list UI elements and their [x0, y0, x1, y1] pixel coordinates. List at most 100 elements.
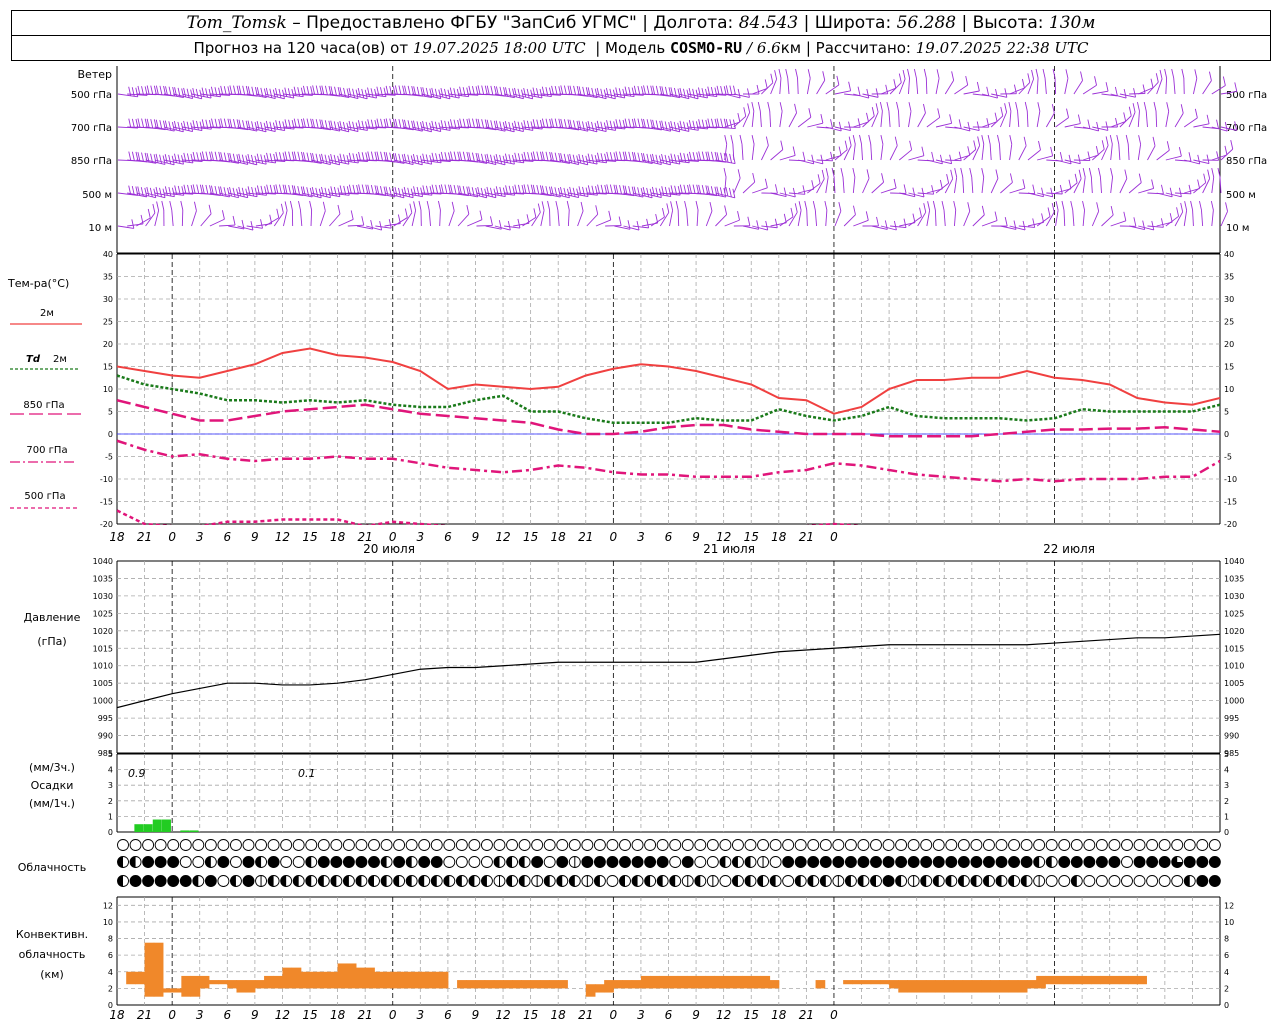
wind-barb-feather: [1155, 73, 1159, 83]
wind-barb-feather: [848, 81, 852, 91]
wind-barb-feather: [655, 187, 659, 197]
convective-bar: [355, 967, 366, 989]
wind-barb-feather: [785, 68, 789, 79]
wind-barb-feather: [177, 154, 181, 164]
wind-barb-feather: [288, 184, 292, 195]
wind-barb: [678, 93, 699, 100]
wind-barb-feather: [804, 200, 808, 211]
wind-barb-feather: [668, 187, 672, 197]
cloud-fill-overcast: [883, 856, 895, 868]
wind-barb-feather: [437, 200, 441, 211]
wind-barb-feather: [572, 120, 576, 130]
wind-barb-feather: [328, 85, 332, 96]
wind-barb-feather: [499, 86, 503, 96]
wind-barb-feather: [582, 86, 586, 96]
wind-barb-feather: [655, 85, 659, 95]
wind-barb-feather: [214, 185, 218, 196]
cloud-fill-overcast: [807, 856, 819, 868]
wind-barb-feather: [716, 152, 720, 162]
wind-barb-feather: [559, 186, 563, 197]
cloud-symbol: [656, 839, 669, 851]
wind-barb: [595, 93, 616, 100]
pressure-tick-left: 1015: [93, 644, 113, 653]
cloud-fill-overcast: [531, 856, 543, 868]
cloud-symbol: [167, 839, 180, 851]
wind-barb: [1119, 115, 1132, 128]
wind-barb: [246, 93, 267, 98]
wind-barb-feather: [517, 88, 521, 98]
cloud-fill-half: [506, 875, 513, 887]
wind-barb: [1192, 78, 1198, 95]
wind-barb: [1147, 81, 1159, 95]
wind-barb-feather: [1078, 169, 1082, 179]
wind-barb: [412, 159, 432, 165]
precip-tick-right: 0: [1224, 828, 1229, 837]
wind-barb: [825, 84, 840, 95]
wind-barb-feather: [144, 118, 148, 128]
wind-barb: [1138, 225, 1154, 231]
wind-barb-feather: [453, 184, 457, 195]
hour-label-bottom: 0: [389, 1008, 397, 1022]
wind-barb-feather: [960, 167, 964, 178]
cloud-fill-overcast: [1058, 856, 1070, 868]
wind-barb: [677, 209, 680, 227]
wind-barb-feather: [995, 88, 998, 99]
convective-bar: [420, 971, 431, 989]
wind-barb: [807, 159, 824, 165]
wind-barb: [237, 225, 254, 231]
wind-barb-feather: [183, 87, 187, 98]
wind-barb-feather: [958, 119, 962, 129]
wind-barb-feather: [370, 88, 374, 98]
cloud-fill-half: [757, 875, 764, 887]
hour-label-bottom: 21: [799, 1008, 814, 1022]
wind-barb-feather: [196, 152, 200, 162]
wind-barb: [733, 93, 750, 98]
cloud-fill-overcast: [1196, 856, 1208, 868]
wind-barb-feather: [709, 201, 713, 212]
pressure-tick-left: 990: [98, 732, 113, 741]
wind-barb-feather: [637, 152, 641, 162]
wind-barb-feather: [164, 120, 168, 130]
cloud-fill-overcast: [1196, 875, 1208, 887]
wind-barb: [117, 93, 138, 98]
wind-barb: [915, 78, 919, 95]
wind-barb-feather: [1216, 119, 1219, 129]
wind-barb-feather: [659, 120, 663, 131]
wind-barb-feather: [523, 184, 527, 194]
wind-barb-feather: [606, 151, 610, 162]
wind-barb: [557, 210, 560, 227]
wind-barb: [356, 126, 377, 130]
wind-barb-feather: [1088, 167, 1092, 178]
wind-barb-feather: [241, 187, 245, 197]
wind-barb: [669, 126, 690, 132]
wind-barb: [439, 126, 460, 130]
cloud-fill-half: [996, 875, 1002, 887]
wind-barb-feather: [388, 219, 392, 229]
wind-barb: [467, 159, 488, 164]
wind-barb-feather: [536, 88, 539, 98]
convective-bar: [953, 980, 964, 993]
wind-barb: [917, 192, 934, 195]
wind-barb: [264, 93, 285, 100]
hour-label: 12: [275, 530, 290, 544]
wind-barb: [963, 90, 980, 95]
wind-barb: [1193, 159, 1210, 165]
wind-barb-feather: [551, 152, 554, 162]
wind-barb-feather: [747, 216, 751, 226]
hour-label-bottom: 3: [637, 1008, 645, 1022]
wind-barb-feather: [912, 187, 916, 197]
precip-bar: [134, 824, 144, 832]
wind-barb-feather: [251, 86, 255, 96]
wind-barb-feather: [664, 186, 668, 197]
wind-barb-feather: [468, 118, 472, 128]
cloud-symbol: [1133, 839, 1146, 851]
wind-barb-feather: [1022, 179, 1026, 189]
precip-bar: [161, 819, 171, 832]
hour-label: 3: [637, 530, 645, 544]
wind-barb-feather: [707, 118, 711, 128]
wind-barb: [476, 224, 493, 227]
wind-barb: [338, 192, 359, 195]
wind-barb-feather: [1013, 220, 1017, 230]
wind-barb: [595, 219, 611, 227]
